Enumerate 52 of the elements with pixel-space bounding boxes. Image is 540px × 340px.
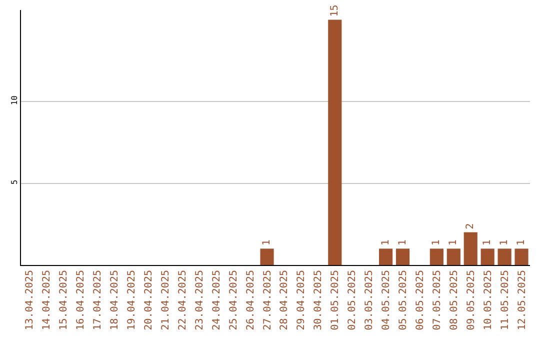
x-tick-label: 14.04.2025 xyxy=(42,270,53,330)
data-label: 1 xyxy=(431,240,442,246)
x-tick-label: 13.04.2025 xyxy=(24,270,36,330)
bar xyxy=(446,248,460,265)
bar xyxy=(480,248,494,265)
x-tick-label: 15.04.2025 xyxy=(58,270,70,330)
x-tick-label: 07.05.2025 xyxy=(432,270,443,330)
x-tick-label: 27.04.2025 xyxy=(262,270,274,330)
y-tick-label: 5 xyxy=(10,179,19,184)
bar xyxy=(498,248,512,265)
x-tick-label: 16.04.2025 xyxy=(76,270,87,330)
x-tick-label: 22.04.2025 xyxy=(177,270,188,330)
data-label: 1 xyxy=(262,240,273,246)
x-tick-label: 03.05.2025 xyxy=(364,270,376,330)
x-tick-label: 20.04.2025 xyxy=(144,270,154,330)
data-label: 1 xyxy=(516,240,528,246)
data-label: 2 xyxy=(465,223,476,230)
x-tick-label: 28.04.2025 xyxy=(279,270,290,330)
bar xyxy=(464,232,478,265)
y-tick-label: 10 xyxy=(10,95,19,106)
bar xyxy=(514,248,528,265)
bar xyxy=(430,248,444,265)
x-tick-label: 04.05.2025 xyxy=(381,270,392,330)
x-tick-label: 10.05.2025 xyxy=(482,270,494,330)
data-label: 1 xyxy=(499,240,510,246)
x-tick-label: 05.05.2025 xyxy=(398,270,409,330)
x-tick-label: 21.04.2025 xyxy=(160,270,172,330)
x-tick-label: 26.04.2025 xyxy=(245,270,256,330)
x-tick-label: 02.05.2025 xyxy=(347,270,358,330)
x-tick-label: 24.04.2025 xyxy=(211,270,222,330)
bar xyxy=(396,248,410,265)
x-tick-label: 06.05.2025 xyxy=(414,270,426,330)
data-label: 1 xyxy=(397,240,408,246)
data-label: 1 xyxy=(380,240,392,246)
x-tick-label: 23.04.2025 xyxy=(194,270,206,330)
data-label: 15 xyxy=(329,4,340,17)
x-tick-label: 30.04.2025 xyxy=(313,270,324,330)
x-tick-label: 09.05.2025 xyxy=(466,270,477,330)
x-tick-label: 29.04.2025 xyxy=(296,270,308,330)
x-tick-label: 18.04.2025 xyxy=(110,270,121,330)
x-tick-label: 12.05.2025 xyxy=(516,270,528,330)
bar xyxy=(328,20,342,265)
x-tick-label: 19.04.2025 xyxy=(126,270,138,330)
bar xyxy=(260,248,274,265)
x-tick-label: 08.05.2025 xyxy=(448,270,460,330)
x-tick-label: 17.04.2025 xyxy=(92,270,104,330)
x-tick-label: 25.04.2025 xyxy=(228,270,240,330)
x-tick-label: 01.05.2025 xyxy=(330,270,342,330)
bar xyxy=(379,248,393,265)
data-label: 1 xyxy=(482,240,494,246)
data-label: 1 xyxy=(448,240,460,246)
x-tick-label: 11.05.2025 xyxy=(500,270,511,330)
